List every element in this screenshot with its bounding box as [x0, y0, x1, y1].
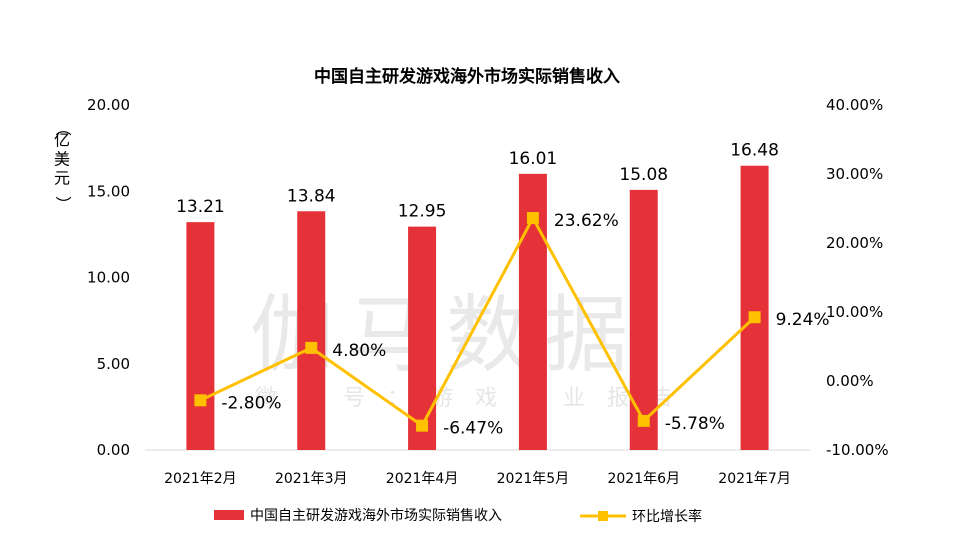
line-value-label: -5.78% — [665, 414, 725, 434]
line-marker — [637, 414, 650, 427]
bar-value-label: 13.21 — [176, 197, 225, 217]
line-path — [199, 214, 756, 428]
line-value-labels: -2.80% 4.80% -6.47% 23.62% -5.78% 9.24% — [221, 211, 829, 439]
bar-value-label: 16.01 — [509, 149, 558, 169]
y2-tick-label: -10.00% — [826, 441, 889, 459]
bar — [297, 211, 326, 450]
y-axis-label: （亿美元 ） — [54, 120, 73, 212]
y-axis-ticks: 20.00 15.00 10.00 5.00 0.00 — [87, 96, 130, 459]
bar-value-label: 16.48 — [730, 141, 779, 161]
legend: 中国自主研发游戏海外市场实际销售收入 环比增长率 — [214, 507, 702, 525]
bar-value-label: 15.08 — [619, 165, 668, 185]
x-tick-label: 2021年5月 — [497, 471, 570, 487]
y-tick-label: 0.00 — [97, 441, 130, 459]
line-value-label: -6.47% — [443, 419, 503, 439]
y2-tick-label: 30.00% — [826, 165, 883, 183]
y2-tick-label: 20.00% — [826, 234, 883, 252]
y-axis-label-char: （ — [54, 120, 73, 136]
y2-axis-ticks: 40.00% 30.00% 20.00% 10.00% 0.00% -10.00% — [826, 96, 889, 459]
y-axis-label-char: 元 — [54, 169, 70, 188]
y-tick-label: 15.00 — [87, 182, 130, 200]
line-marker — [526, 212, 539, 225]
line-marker — [194, 394, 207, 407]
y-axis-label-paren: （ — [54, 120, 73, 136]
y2-tick-label: 0.00% — [826, 372, 874, 390]
bar-value-label: 13.84 — [287, 186, 336, 206]
legend-label-line: 环比增长率 — [632, 508, 702, 525]
line-value-label: 23.62% — [554, 211, 619, 231]
line-marker — [416, 419, 429, 432]
bar — [186, 222, 215, 450]
line-value-label: 4.80% — [332, 341, 386, 361]
x-tick-label: 2021年3月 — [275, 471, 348, 487]
legend-swatch-marker — [598, 511, 608, 521]
y2-tick-label: 10.00% — [826, 303, 883, 321]
bar — [408, 226, 437, 450]
bar — [740, 165, 769, 450]
y2-tick-label: 40.00% — [826, 96, 883, 114]
bar-value-labels: 13.21 13.84 12.95 16.01 15.08 16.48 — [176, 141, 779, 222]
x-tick-label: 2021年4月 — [386, 471, 459, 487]
y-axis-label-paren: ） — [54, 196, 73, 212]
legend-label-bar: 中国自主研发游戏海外市场实际销售收入 — [250, 507, 502, 524]
y-axis-label-text: 美 — [54, 150, 70, 169]
y-tick-label: 10.00 — [87, 269, 130, 287]
line-value-label: 9.24% — [776, 310, 830, 330]
x-tick-label: 2021年6月 — [607, 471, 680, 487]
line-marker — [305, 341, 318, 354]
y-axis-label-text: 元 — [54, 169, 70, 188]
legend-swatch-bar — [214, 510, 244, 520]
y-tick-label: 5.00 — [97, 355, 130, 373]
bar-series — [186, 165, 769, 450]
chart-title: 中国自主研发游戏海外市场实际销售收入 — [314, 66, 620, 87]
bar-value-label: 12.95 — [398, 202, 447, 222]
line-value-label: -2.80% — [221, 393, 281, 413]
x-axis-ticks: 2021年2月 2021年3月 2021年4月 2021年5月 2021年6月 2021年… — [164, 471, 791, 487]
x-tick-label: 2021年7月 — [718, 471, 791, 487]
y-axis-label-text: 亿 — [54, 131, 70, 150]
y-tick-label: 20.00 — [87, 96, 130, 114]
x-tick-label: 2021年2月 — [164, 471, 237, 487]
line-marker — [748, 311, 761, 324]
y-axis-label-char: 美 — [54, 150, 70, 169]
line-series — [194, 212, 761, 432]
y-axis-label-char: ） — [54, 196, 73, 212]
y-axis-label-char: 亿 — [54, 131, 70, 150]
